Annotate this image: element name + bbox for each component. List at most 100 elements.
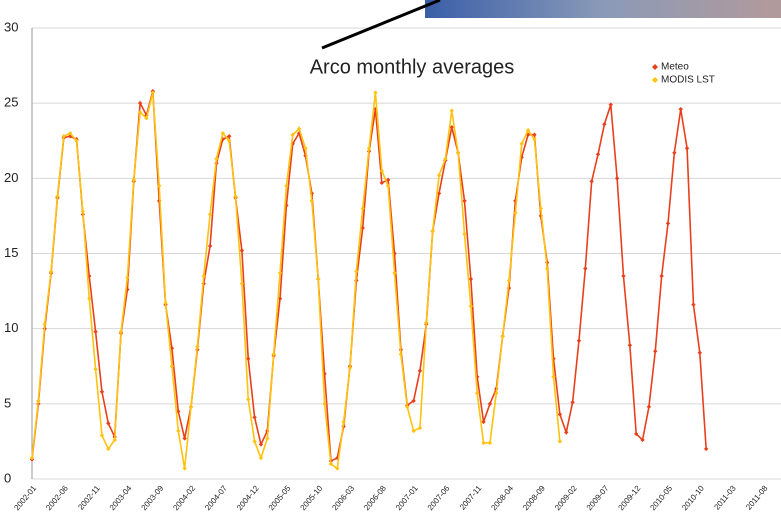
x-tick-label: 2009-07 — [585, 483, 611, 512]
point — [399, 352, 403, 356]
legend-marker — [652, 64, 658, 70]
x-tick-label: 2006-03 — [330, 483, 356, 512]
x-tick-label: 2010-10 — [680, 483, 706, 512]
x-tick-label: 2011-08 — [744, 483, 770, 511]
x-tick-label: 2003-09 — [140, 483, 166, 512]
x-tick-label: 2002-11 — [76, 483, 102, 511]
point — [659, 274, 663, 278]
chart: 0 5 10 15 20 25 30 2002-012002-062002-112003-04… — [0, 0, 781, 518]
point — [558, 439, 562, 443]
y-tick-label: 15 — [4, 245, 18, 260]
point — [507, 278, 511, 282]
point — [252, 415, 256, 419]
x-tick-label: 2009-02 — [553, 483, 579, 512]
x-tick-label: 2007-06 — [426, 483, 452, 512]
point — [93, 329, 97, 333]
y-tick-label: 0 — [4, 470, 11, 485]
point — [182, 436, 186, 440]
legend-label: Meteo — [661, 62, 689, 73]
point — [539, 206, 543, 210]
point — [558, 412, 562, 416]
point — [418, 369, 422, 373]
y-tick-label: 30 — [4, 19, 18, 34]
point — [265, 436, 269, 440]
x-tick-label: 2008-04 — [489, 483, 515, 512]
x-tick-label: 2004-12 — [235, 483, 261, 512]
point — [564, 430, 568, 434]
point — [577, 338, 581, 342]
annotation-arrow — [322, 0, 440, 48]
point — [666, 221, 670, 225]
x-tick-label: 2005-10 — [299, 483, 325, 512]
chart-title: Arco monthly averages — [310, 56, 515, 78]
x-tick-label: 2002-01 — [12, 483, 38, 512]
y-tick-label: 25 — [4, 95, 18, 110]
point — [481, 441, 485, 445]
point — [310, 199, 314, 203]
point — [679, 107, 683, 111]
x-tick-label: 2002-06 — [44, 483, 70, 512]
point — [456, 151, 460, 155]
point — [583, 266, 587, 270]
point — [367, 146, 371, 150]
point — [259, 456, 263, 460]
point — [430, 229, 434, 233]
point — [450, 108, 454, 112]
point — [316, 277, 320, 281]
point — [488, 441, 492, 445]
x-tick-label: 2004-02 — [171, 483, 197, 512]
y-tick-label: 5 — [4, 395, 11, 410]
x-tick-label: 2005-05 — [267, 483, 293, 512]
x-tick-label: 2008-09 — [521, 483, 547, 512]
point — [672, 151, 676, 155]
point — [596, 152, 600, 156]
point — [373, 90, 377, 94]
series-line — [32, 93, 560, 469]
point — [628, 343, 632, 347]
x-tick-label: 2004-07 — [203, 483, 229, 512]
point — [647, 405, 651, 409]
x-tick-label: 2003-04 — [108, 483, 134, 512]
point — [653, 349, 657, 353]
point — [462, 199, 466, 203]
point — [621, 274, 625, 278]
legend-label: MODIS LST — [661, 75, 715, 86]
point — [545, 266, 549, 270]
point — [208, 244, 212, 248]
x-tick-label: 2007-01 — [394, 483, 420, 512]
point — [488, 402, 492, 406]
point — [481, 420, 485, 424]
x-tick-label: 2007-11 — [458, 483, 484, 511]
point — [589, 179, 593, 183]
point — [36, 399, 40, 403]
y-tick-label: 10 — [4, 320, 18, 335]
point — [704, 447, 708, 451]
point — [246, 397, 250, 401]
x-tick-label: 2006-08 — [362, 483, 388, 512]
point — [81, 209, 85, 213]
y-tick-label: 20 — [4, 170, 18, 185]
point — [500, 334, 504, 338]
x-tick-label: 2011-03 — [712, 483, 738, 511]
point — [195, 345, 199, 349]
point — [176, 429, 180, 433]
point — [685, 146, 689, 150]
point — [87, 296, 91, 300]
point — [462, 232, 466, 236]
point — [43, 322, 47, 326]
point — [698, 351, 702, 355]
legend-marker — [652, 77, 658, 83]
x-tick-label: 2009-12 — [617, 483, 643, 512]
point — [615, 176, 619, 180]
point — [189, 405, 193, 409]
point — [182, 466, 186, 470]
point — [386, 184, 390, 188]
point — [437, 173, 441, 177]
point — [602, 122, 606, 126]
point — [93, 367, 97, 371]
point — [341, 420, 345, 424]
point — [691, 302, 695, 306]
x-tick-label: 2010-05 — [648, 483, 674, 512]
point — [100, 390, 104, 394]
photo — [425, 0, 781, 18]
